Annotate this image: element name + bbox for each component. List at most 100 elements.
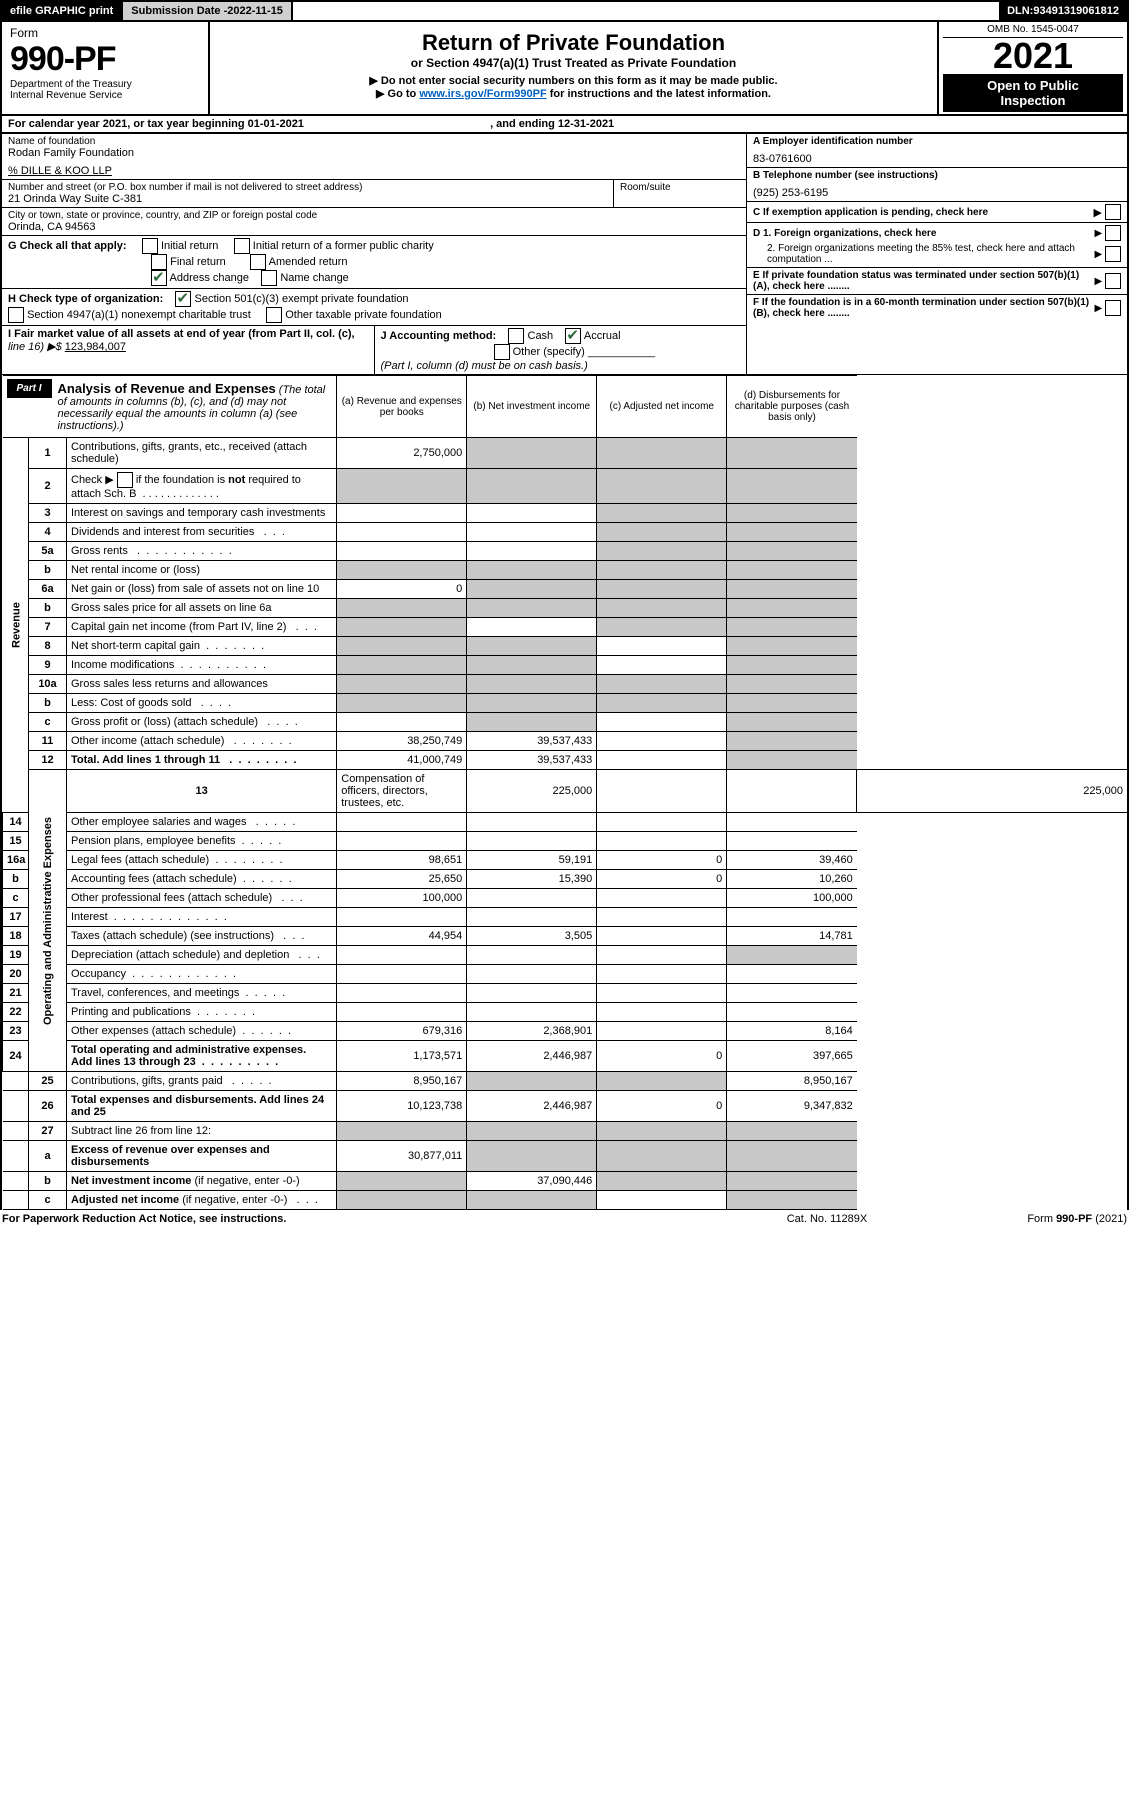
top-bar: efile GRAPHIC print Submission Date - 20… xyxy=(0,0,1129,22)
g-amended-checkbox[interactable] xyxy=(250,254,266,270)
j-accrual: Accrual xyxy=(584,330,621,342)
line-no: 4 xyxy=(29,523,67,542)
cell: 2,446,987 xyxy=(467,1091,597,1122)
e-label: E If private foundation status was termi… xyxy=(753,270,1095,292)
j-cash: Cash xyxy=(528,330,554,342)
line-no: 12 xyxy=(29,751,67,770)
t: Occupancy xyxy=(71,968,126,980)
t: Accounting fees (attach schedule) xyxy=(71,873,237,885)
t: Other professional fees (attach schedule… xyxy=(71,892,272,904)
cell: 38,250,749 xyxy=(337,732,467,751)
line-desc: Gross sales price for all assets on line… xyxy=(67,599,337,618)
form-subtitle: or Section 4947(a)(1) Trust Treated as P… xyxy=(218,56,929,70)
line-no: 27 xyxy=(29,1122,67,1141)
arrow-icon: ▶ xyxy=(1095,303,1103,314)
revenue-side: Revenue xyxy=(3,438,29,813)
submission-date: Submission Date - 2022-11-15 xyxy=(123,2,293,20)
cell: 8,950,167 xyxy=(727,1072,857,1091)
line-desc: Net investment income (if negative, ente… xyxy=(67,1172,337,1191)
t: Gross rents xyxy=(71,545,128,557)
line-no: 2 xyxy=(29,469,67,504)
line-no: c xyxy=(3,889,29,908)
cell: 2,750,000 xyxy=(337,438,467,469)
open-public: Open to Public Inspection xyxy=(943,74,1123,112)
line-no: b xyxy=(3,870,29,889)
line-desc: Net gain or (loss) from sale of assets n… xyxy=(67,580,337,599)
footer-right: Form 990-PF (2021) xyxy=(927,1213,1127,1225)
g-o5: Amended return xyxy=(269,256,348,268)
table-row: 20Occupancy . . . . . . . . . . . . xyxy=(3,965,1128,984)
j-accrual-checkbox[interactable] xyxy=(565,328,581,344)
col-a-header: (a) Revenue and expenses per books xyxy=(337,376,467,438)
d1-checkbox[interactable] xyxy=(1105,225,1121,241)
b-value: (925) 253-6195 xyxy=(753,187,1121,199)
j-cell: J Accounting method: Cash Accrual Other … xyxy=(375,326,747,374)
form-link[interactable]: www.irs.gov/Form990PF xyxy=(419,88,546,100)
sub-date: 2022-11-15 xyxy=(227,5,283,17)
col-c-header: (c) Adjusted net income xyxy=(597,376,727,438)
c-checkbox[interactable] xyxy=(1105,204,1121,220)
d2-checkbox[interactable] xyxy=(1105,246,1121,262)
city-label: City or town, state or province, country… xyxy=(8,210,740,221)
dept2: Internal Revenue Service xyxy=(10,90,200,101)
line-no: 19 xyxy=(3,946,29,965)
cell: 0 xyxy=(337,580,467,599)
g-address-checkbox[interactable] xyxy=(151,270,167,286)
table-row: c Other professional fees (attach schedul… xyxy=(3,889,1128,908)
line-desc: Other employee salaries and wages . . . … xyxy=(67,813,337,832)
cell: 39,460 xyxy=(727,851,857,870)
g-row: G Check all that apply: Initial return I… xyxy=(2,236,746,289)
schb-checkbox[interactable] xyxy=(117,472,133,488)
part1-table: Part I Analysis of Revenue and Expenses … xyxy=(2,375,1127,1210)
d1-label: D 1. Foreign organizations, check here xyxy=(753,228,1095,239)
h-other-checkbox[interactable] xyxy=(266,307,282,323)
t: Gross profit or (loss) (attach schedule) xyxy=(71,716,258,728)
line-no: b xyxy=(29,694,67,713)
cell: 39,537,433 xyxy=(467,751,597,770)
t: Contributions, gifts, grants paid xyxy=(71,1075,223,1087)
cell: 10,260 xyxy=(727,870,857,889)
col-b-header: (b) Net investment income xyxy=(467,376,597,438)
calendar-year-row: For calendar year 2021, or tax year begi… xyxy=(0,116,1129,134)
h-4947-checkbox[interactable] xyxy=(8,307,24,323)
table-row: cAdjusted net income (if negative, enter… xyxy=(3,1191,1128,1210)
arrow-icon: ▶ xyxy=(1093,206,1101,219)
j-label: J Accounting method: xyxy=(381,330,497,342)
j-other-checkbox[interactable] xyxy=(494,344,510,360)
cell: 15,390 xyxy=(467,870,597,889)
table-row: 25Contributions, gifts, grants paid . . … xyxy=(3,1072,1128,1091)
h-501c3-checkbox[interactable] xyxy=(175,291,191,307)
line-no: a xyxy=(29,1141,67,1172)
table-row: 3Interest on savings and temporary cash … xyxy=(3,504,1128,523)
j-cash-checkbox[interactable] xyxy=(508,328,524,344)
g-o4: Initial return of a former public charit… xyxy=(253,240,434,252)
f-checkbox[interactable] xyxy=(1105,300,1121,316)
table-row: Revenue 1 Contributions, gifts, grants, … xyxy=(3,438,1128,469)
identity-block: Name of foundation Rodan Family Foundati… xyxy=(0,134,1129,375)
line-desc: Check ▶ if the foundation is not require… xyxy=(67,469,337,504)
h-row: H Check type of organization: Section 50… xyxy=(2,289,746,326)
table-row: 10aGross sales less returns and allowanc… xyxy=(3,675,1128,694)
g-name-checkbox[interactable] xyxy=(261,270,277,286)
line-desc: Less: Cost of goods sold . . . . xyxy=(67,694,337,713)
table-row: 11Other income (attach schedule) . . . .… xyxy=(3,732,1128,751)
table-row: 23Other expenses (attach schedule) . . .… xyxy=(3,1022,1128,1041)
cell: 679,316 xyxy=(337,1022,467,1041)
cell: 0 xyxy=(597,1041,727,1072)
line-desc: Other professional fees (attach schedule… xyxy=(67,889,337,908)
e-checkbox[interactable] xyxy=(1105,273,1121,289)
line-desc: Capital gain net income (from Part IV, l… xyxy=(67,618,337,637)
t: Legal fees (attach schedule) xyxy=(71,854,209,866)
cal-end: 12-31-2021 xyxy=(558,118,614,130)
line-no: 14 xyxy=(3,813,29,832)
cell: 0 xyxy=(597,851,727,870)
line-no: 6a xyxy=(29,580,67,599)
part1-tab: Part I xyxy=(7,379,52,398)
g-initial-checkbox[interactable] xyxy=(142,238,158,254)
t: Capital gain net income (from Part IV, l… xyxy=(71,621,286,633)
h-o2: Section 4947(a)(1) nonexempt charitable … xyxy=(27,309,251,321)
cell: 37,090,446 xyxy=(467,1172,597,1191)
line-no: c xyxy=(29,713,67,732)
table-row: bGross sales price for all assets on lin… xyxy=(3,599,1128,618)
g-former-checkbox[interactable] xyxy=(234,238,250,254)
